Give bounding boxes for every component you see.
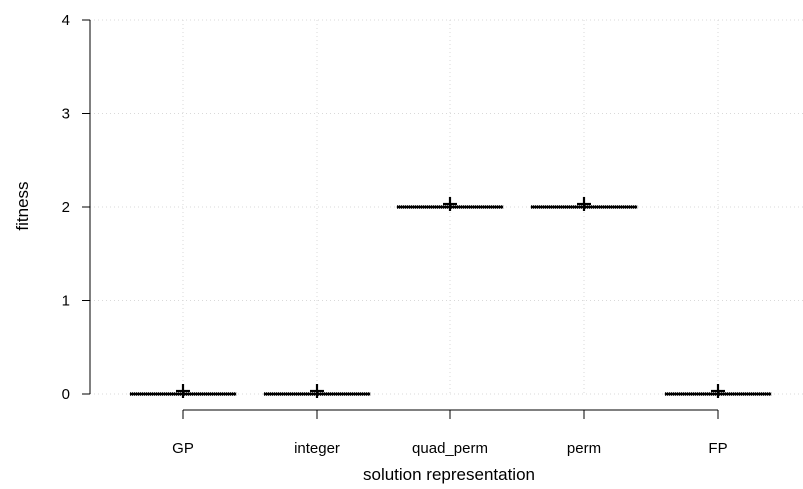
x-tick-label-GP: GP	[172, 440, 194, 457]
y-tick-label: 0	[62, 386, 70, 403]
y-tick-label: 1	[62, 293, 70, 310]
box-series	[129, 197, 772, 398]
x-tick-label-quad_perm: quad_perm	[412, 440, 488, 457]
y-tick-label: 2	[62, 199, 70, 216]
x-tick-label-FP: FP	[708, 440, 727, 457]
x-axis-title: solution representation	[363, 465, 535, 484]
y-tick-label: 4	[62, 12, 70, 29]
y-tick-label: 3	[62, 106, 70, 123]
x-tick-label-perm: perm	[567, 440, 601, 457]
axes: 0 1 2 3 4 GP integer quad_perm perm FP	[62, 12, 728, 457]
y-axis-title: fitness	[13, 181, 32, 230]
x-tick-label-integer: integer	[294, 440, 340, 457]
